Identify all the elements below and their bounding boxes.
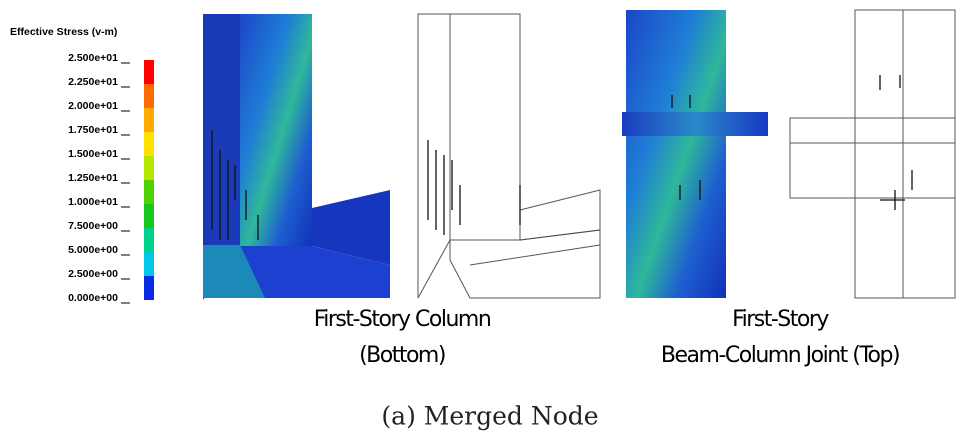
panel-caption: (Bottom) xyxy=(359,343,445,368)
colorbar-segment xyxy=(144,180,154,204)
column-contour-image xyxy=(203,14,390,300)
legend-title: Effective Stress (v-m) xyxy=(10,26,117,38)
panel-caption: Beam-Column Joint (Top) xyxy=(661,343,899,368)
legend-label: 1.500e+01 xyxy=(68,148,118,160)
legend-label: 0.000e+00 xyxy=(68,292,118,304)
legend-label: 1.750e+01 xyxy=(68,124,118,136)
colorbar: 2.500e+01 2.250e+01 2.000e+01 1.750e+01 1.50… xyxy=(68,52,154,304)
legend-label: 2.500e+00 xyxy=(68,268,118,280)
joint-contour-image xyxy=(622,10,768,298)
column-mesh-image xyxy=(418,14,600,298)
colorbar-segment xyxy=(144,252,154,276)
legend-label: 2.000e+01 xyxy=(68,100,118,112)
legend-label: 5.000e+00 xyxy=(68,244,118,256)
legend-label: 1.250e+01 xyxy=(68,172,118,184)
figure-caption: (a) Merged Node xyxy=(381,402,598,431)
colorbar-segment xyxy=(144,204,154,228)
panel-caption: First-Story xyxy=(732,307,829,332)
joint-mesh-image xyxy=(790,10,955,298)
figure: Effective Stress (v-m) 2.500e+01 2.250e+0… xyxy=(0,0,977,439)
panel-caption: First-Story Column xyxy=(314,307,491,332)
colorbar-segment xyxy=(144,108,154,132)
colorbar-segment xyxy=(144,60,154,84)
colorbar-segment xyxy=(144,156,154,180)
legend-label: 7.500e+00 xyxy=(68,220,118,232)
legend-label: 2.250e+01 xyxy=(68,76,118,88)
legend-label: 2.500e+01 xyxy=(68,52,118,64)
colorbar-segment xyxy=(144,276,154,300)
colorbar-segment xyxy=(144,228,154,252)
colorbar-segment xyxy=(144,132,154,156)
legend-label: 1.000e+01 xyxy=(68,196,118,208)
colorbar-segment xyxy=(144,84,154,108)
